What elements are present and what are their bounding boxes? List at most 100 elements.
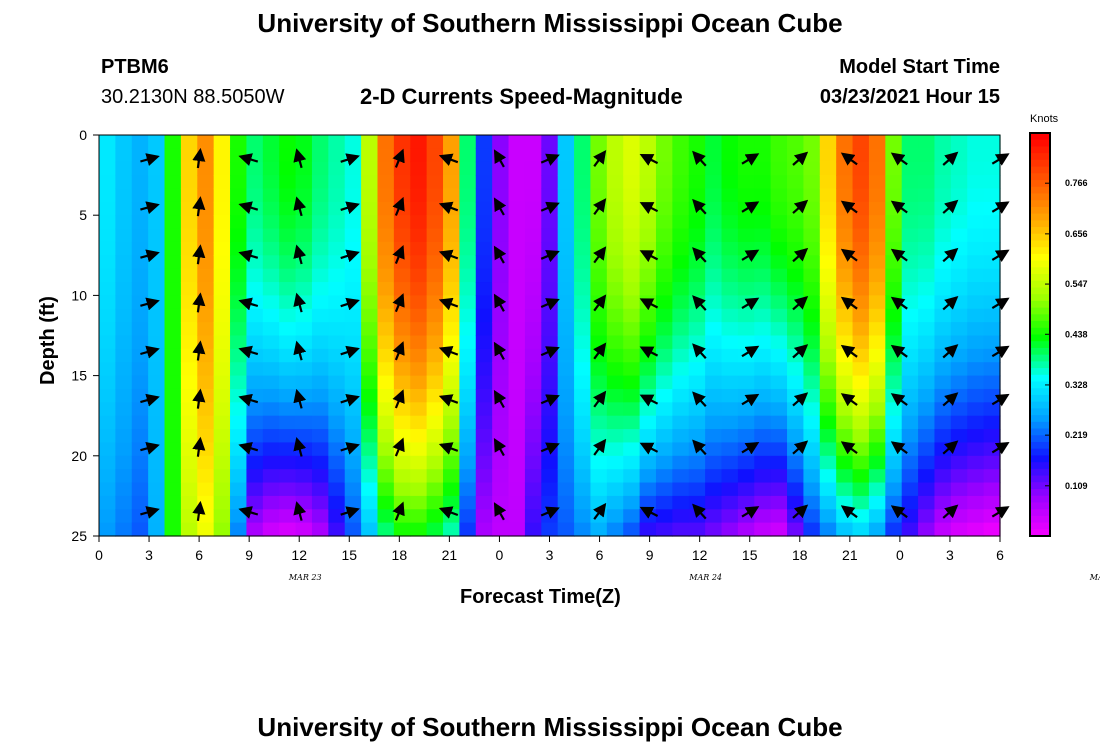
heatmap-cell — [164, 201, 182, 216]
heatmap-cell — [606, 335, 624, 350]
heatmap-cell — [361, 375, 379, 390]
heatmap-cell — [492, 335, 510, 350]
heatmap-cell — [180, 135, 198, 149]
heatmap-cell — [918, 362, 936, 377]
heatmap-cell — [705, 148, 723, 163]
heatmap-cell — [230, 161, 248, 176]
heatmap-cell — [148, 268, 166, 283]
heatmap-cell — [967, 522, 985, 537]
colorbar-segment — [1030, 327, 1050, 336]
heatmap-cell — [361, 282, 379, 296]
heatmap-cell — [262, 188, 280, 203]
heatmap-cell — [344, 335, 362, 350]
heatmap-cell — [950, 429, 968, 444]
colorbar-segment — [1030, 280, 1050, 289]
colorbar-segment — [1030, 354, 1050, 362]
heatmap-cell — [639, 402, 657, 417]
heatmap-cell — [574, 201, 592, 216]
heatmap-cell — [852, 241, 870, 256]
heatmap-cell — [836, 482, 854, 497]
heatmap-cell — [246, 469, 264, 484]
current-arrow — [340, 153, 360, 166]
heatmap-cell — [950, 415, 968, 430]
heatmap-cell — [262, 469, 280, 484]
heatmap-cell — [819, 295, 837, 310]
heatmap-cell — [655, 228, 673, 243]
heatmap-cell — [885, 175, 903, 190]
heatmap-cell — [426, 282, 444, 296]
heatmap-cell — [393, 522, 411, 537]
heatmap-cell — [426, 135, 444, 149]
colorbar-segment — [1030, 180, 1050, 188]
heatmap-cell — [950, 469, 968, 484]
heatmap-cell — [574, 282, 592, 296]
colorbar-segment — [1030, 448, 1050, 456]
heatmap-cell — [574, 322, 592, 337]
heatmap-cell — [361, 509, 379, 524]
current-arrow — [192, 340, 206, 361]
heatmap-cell — [246, 175, 264, 190]
heatmap-cell — [426, 362, 444, 377]
heatmap-cell — [492, 268, 510, 283]
current-arrow — [340, 345, 360, 359]
heatmap-cell — [410, 415, 428, 430]
heatmap-cell — [754, 241, 772, 256]
heatmap-cell — [361, 522, 379, 537]
heatmap-cell — [180, 375, 198, 390]
heatmap-cell — [99, 282, 116, 296]
heatmap-cell — [524, 509, 542, 524]
heatmap-cell — [426, 348, 444, 363]
current-arrow — [340, 249, 360, 263]
heatmap-cell — [803, 362, 821, 377]
colorbar-segment — [1030, 502, 1050, 510]
x-tick-label: 12 — [692, 547, 708, 563]
heatmap-cell — [967, 215, 985, 230]
heatmap-cell — [295, 255, 313, 270]
x-tick-label: 21 — [442, 547, 458, 563]
heatmap-cell — [770, 455, 788, 470]
heatmap-cell — [361, 495, 379, 510]
current-arrow — [140, 249, 160, 263]
heatmap-cell — [524, 402, 542, 417]
heatmap-cell — [672, 148, 690, 163]
heatmap-cell — [279, 375, 297, 390]
heatmap-cell — [475, 241, 493, 256]
heatmap-cell — [721, 348, 739, 363]
heatmap-cell — [705, 362, 723, 377]
heatmap-cell — [852, 175, 870, 190]
heatmap-cell — [655, 442, 673, 457]
heatmap-cell — [344, 482, 362, 497]
heatmap-cell — [688, 415, 706, 430]
heatmap-cell — [344, 188, 362, 203]
heatmap-cell — [705, 175, 723, 190]
heatmap-cell — [246, 135, 264, 149]
heatmap-cell — [754, 282, 772, 296]
heatmap-cell — [672, 362, 690, 377]
heatmap-cell — [328, 442, 346, 457]
heatmap-cell — [279, 308, 297, 323]
heatmap-cell — [541, 482, 559, 497]
heatmap-cell — [279, 348, 297, 363]
heatmap-cell — [672, 135, 690, 149]
heatmap-cell — [672, 295, 690, 310]
current-arrow — [890, 441, 908, 455]
heatmap-cell — [475, 228, 493, 243]
heatmap-cell — [311, 495, 329, 510]
heatmap-cell — [377, 375, 395, 390]
heatmap-cell — [213, 268, 231, 283]
heatmap-cell — [918, 268, 936, 283]
heatmap-cell — [901, 375, 919, 390]
heatmap-cell — [492, 161, 510, 176]
y-tick-label: 20 — [71, 448, 87, 464]
heatmap-cell — [541, 188, 559, 203]
current-arrow — [741, 506, 760, 519]
heatmap-cell — [262, 161, 280, 176]
heatmap-cell — [934, 362, 952, 377]
current-arrow — [438, 506, 459, 519]
heatmap-cell — [164, 455, 182, 470]
heatmap-cell — [836, 415, 854, 430]
heatmap-cell — [361, 482, 379, 497]
heatmap-cell — [443, 482, 460, 497]
heatmap-cell — [705, 335, 723, 350]
heatmap-cell — [655, 455, 673, 470]
